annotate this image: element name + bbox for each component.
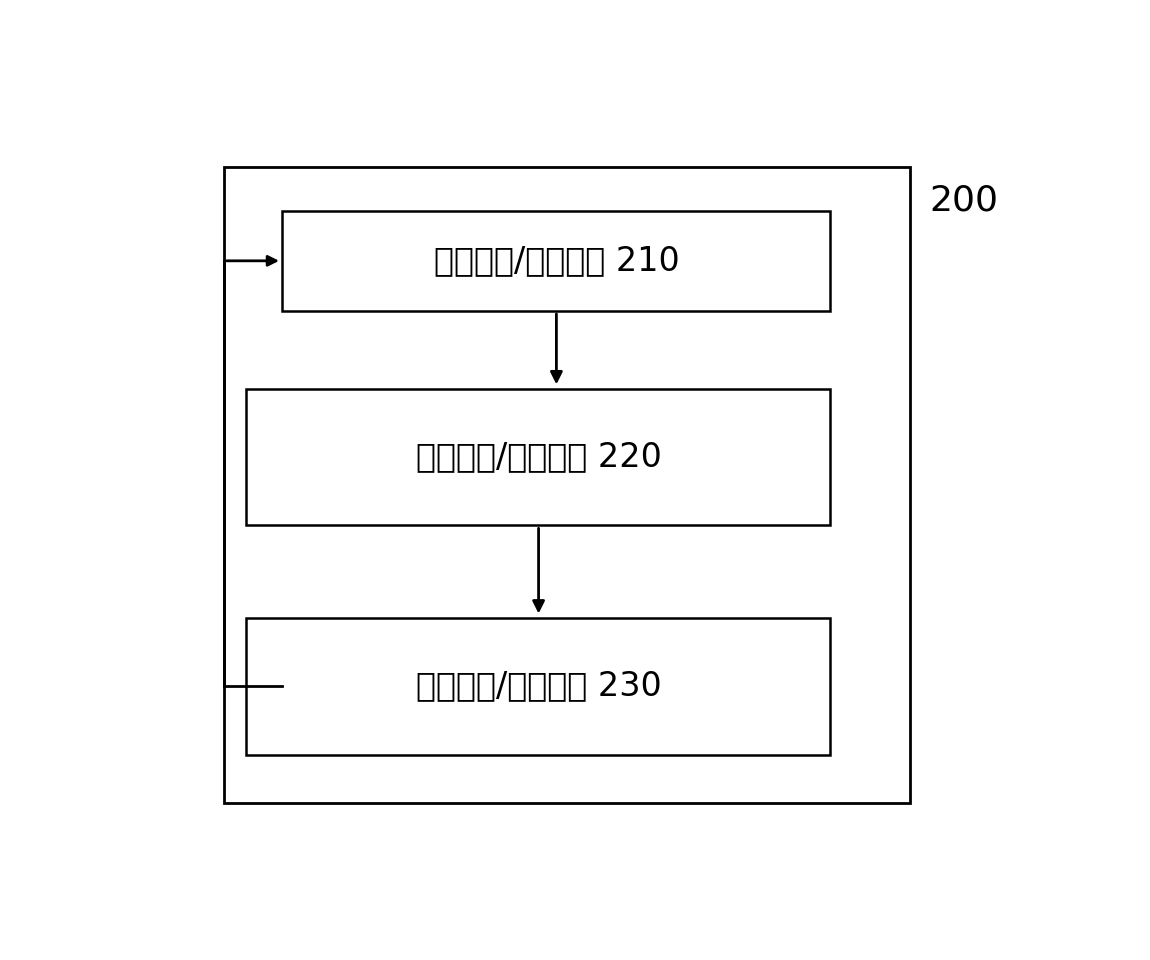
Bar [282, 211, 830, 311]
Text: 监听步骤/监听单元 220: 监听步骤/监听单元 220 [415, 441, 661, 473]
Text: 200: 200 [929, 183, 998, 217]
Bar [224, 167, 911, 803]
Text: 确定步骤/确定单元 210: 确定步骤/确定单元 210 [434, 245, 680, 277]
Text: 转换步骤/转换单元 230: 转换步骤/转换单元 230 [415, 669, 661, 703]
Bar [246, 618, 830, 755]
Bar [246, 389, 830, 525]
